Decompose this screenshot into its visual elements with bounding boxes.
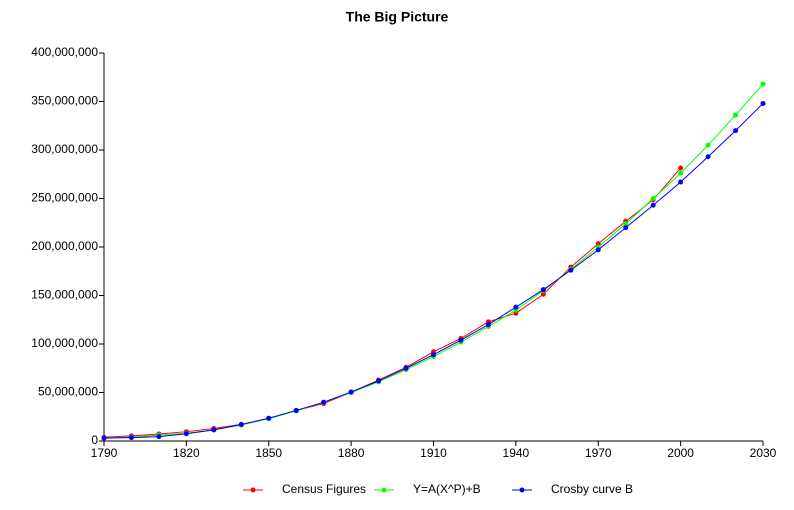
legend-label: Y=A(X^P)+B (413, 482, 481, 496)
legend-marker (250, 487, 256, 493)
point (733, 128, 739, 134)
y-tick-label: 0 (91, 433, 98, 447)
point (678, 170, 684, 176)
y-tick-label: 100,000,000 (31, 336, 98, 350)
x-tick-label: 1880 (338, 446, 365, 460)
point (540, 291, 546, 297)
x-tick-label: 1970 (585, 446, 612, 460)
point (705, 142, 711, 148)
point (156, 434, 162, 440)
point (238, 422, 244, 428)
legend-label: Census Figures (282, 482, 366, 496)
point (568, 267, 574, 273)
point (128, 435, 134, 441)
point (623, 221, 629, 227)
point (540, 287, 546, 293)
point (623, 225, 629, 231)
x-tick-label: 1940 (503, 446, 530, 460)
point (403, 365, 409, 371)
x-tick-label: 1910 (420, 446, 447, 460)
x-tick-label: 1790 (91, 446, 118, 460)
point (266, 415, 272, 421)
x-tick-label: 2000 (667, 446, 694, 460)
x-tick-label: 1850 (255, 446, 282, 460)
point (733, 112, 739, 118)
legend-marker (381, 487, 387, 493)
point (211, 427, 217, 433)
y-tick-label: 250,000,000 (31, 191, 98, 205)
point (650, 202, 656, 208)
chart-title: The Big Picture (346, 9, 449, 25)
point (321, 399, 327, 405)
point (705, 154, 711, 160)
y-tick-label: 150,000,000 (31, 288, 98, 302)
y-tick-label: 200,000,000 (31, 239, 98, 253)
point (183, 431, 189, 437)
y-tick-label: 350,000,000 (31, 94, 98, 108)
point (678, 179, 684, 185)
y-tick-label: 50,000,000 (38, 385, 98, 399)
point (485, 322, 491, 328)
point (101, 435, 107, 441)
point (376, 378, 382, 384)
y-tick-label: 400,000,000 (31, 45, 98, 59)
point (458, 337, 464, 343)
point (595, 247, 601, 253)
point (513, 304, 519, 310)
point (293, 407, 299, 413)
legend-label: Crosby curve B (551, 482, 633, 496)
point (650, 196, 656, 201)
legend-marker (519, 487, 525, 493)
point (431, 352, 436, 358)
point (348, 389, 354, 395)
point (760, 100, 766, 106)
x-tick-label: 1820 (173, 446, 200, 460)
y-tick-label: 300,000,000 (31, 142, 98, 156)
series-line (103, 167, 682, 438)
x-tick-label: 2030 (750, 446, 777, 460)
point (678, 165, 684, 171)
point (760, 81, 766, 87)
